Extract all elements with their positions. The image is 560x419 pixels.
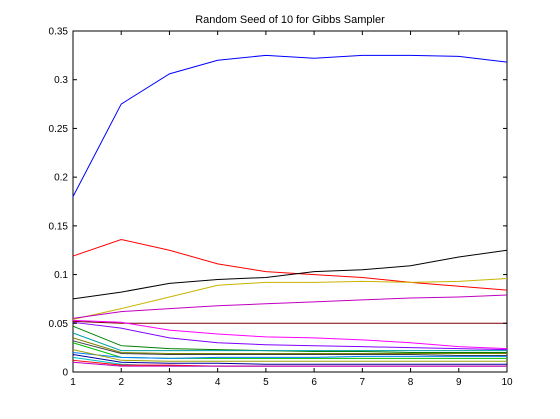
x-axis: 1 2 3 4 5 6 7 8 9 10 [70, 31, 513, 388]
series-line-16 [72, 353, 507, 365]
series-line-2 [72, 238, 508, 291]
chart-title: Random Seed of 10 for Gibbs Sampler [195, 14, 385, 26]
y-tick-label: 0 [62, 368, 68, 379]
x-tick-label: 9 [456, 377, 462, 388]
series-line-5 [72, 294, 508, 319]
x-tick-label: 7 [360, 377, 366, 388]
series-line-15 [72, 349, 507, 362]
series-line-8 [72, 321, 508, 351]
y-tick-label: 0.1 [54, 270, 68, 281]
x-tick-label: 10 [501, 377, 513, 388]
x-tick-label: 1 [70, 377, 76, 388]
y-tick-label: 0.05 [49, 319, 69, 330]
x-tick-label: 3 [167, 377, 173, 388]
series-line-12 [72, 340, 507, 356]
x-tick-label: 6 [311, 377, 317, 388]
series-group [72, 54, 508, 367]
series-line-14 [72, 352, 507, 359]
series-line-11 [72, 337, 507, 354]
series-line-1 [72, 54, 508, 197]
series-line-3 [72, 249, 508, 300]
series-line-4 [72, 277, 508, 320]
series-line-10 [72, 332, 507, 352]
series-line-7 [72, 319, 508, 350]
x-tick-label: 5 [263, 377, 269, 388]
series-line-6 [72, 320, 507, 324]
series-line-19 [72, 361, 507, 367]
y-tick-label: 0.15 [49, 221, 69, 232]
y-axis: 0 0.05 0.1 0.15 0.2 0.25 0.3 0.35 [49, 27, 507, 379]
y-tick-label: 0.25 [49, 124, 69, 135]
y-tick-label: 0.2 [54, 173, 68, 184]
x-tick-label: 2 [118, 377, 124, 388]
y-tick-label: 0.35 [49, 27, 69, 38]
y-tick-label: 0.3 [54, 75, 68, 86]
x-tick-label: 4 [215, 377, 221, 388]
plot-area [72, 30, 508, 373]
x-tick-label: 8 [408, 377, 414, 388]
